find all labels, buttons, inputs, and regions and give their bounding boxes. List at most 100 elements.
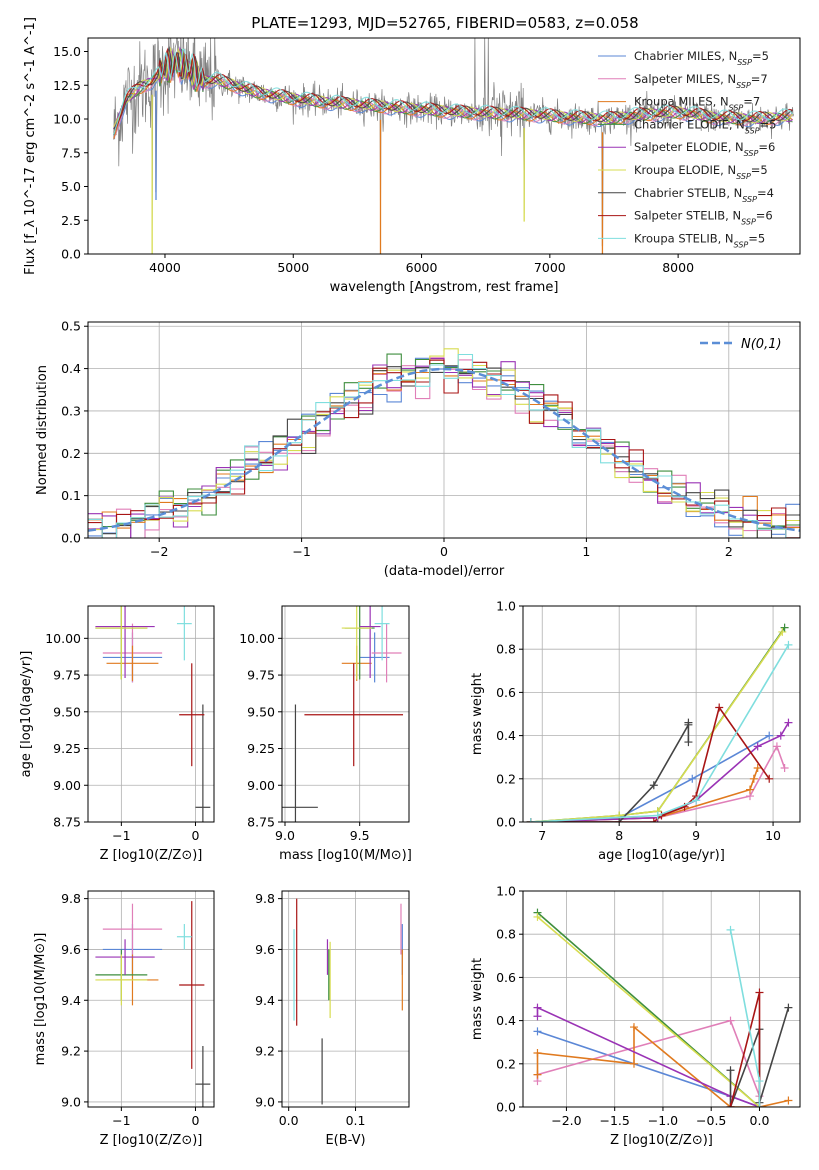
y-tick-label: 9.75 [247,668,275,683]
y-tick-label: 0.0 [496,1100,516,1115]
x-tick-label: −1.0 [648,1113,678,1128]
panel-spectrum: 4000 5000 6000 7000 8000 0.0 2.5 5.0 7.5 10.0 12.5… [23,17,801,295]
y-axis-label: age [log10(age/yr)] [19,651,34,778]
x-tick-label: 4000 [149,260,181,275]
model-spectrum-line [113,56,793,139]
massweight-point-marker [726,1066,735,1075]
y-tick-label: 9.2 [255,1044,275,1059]
legend-entry-label: Kroupa STELIB, NSSP=5 [634,231,765,249]
massweight-point-marker [726,1016,735,1025]
massweight-point-marker [745,785,754,794]
massweight-point-marker [692,796,701,805]
x-tick-label: −2.0 [551,1113,581,1128]
axes-frame [522,890,801,1108]
normal-distribution-curve [88,367,800,532]
y-tick-label: 10.0 [53,112,81,127]
massweight-point-marker [533,1012,542,1021]
axes-frame [522,605,801,823]
y-tick-label: 9.6 [61,942,81,957]
y-tick-label: 0.2 [496,1056,516,1071]
legend-subscript: SSP [745,126,760,135]
y-tick-label: 1.0 [496,599,516,614]
massweight-point-marker [684,718,693,727]
y-tick-label: 9.75 [53,668,81,683]
y-tick-label: 10.00 [45,631,81,646]
y-tick-label: 0.0 [61,247,81,262]
x-tick-label: 5000 [277,260,309,275]
massweight-point-marker [784,640,793,649]
x-tick-label: 0 [440,544,448,559]
x-tick-label: 9 [692,828,700,843]
massweight-series-line [530,722,790,822]
massweight-point-marker [684,738,693,747]
massweight-series-line [530,722,690,822]
massweight-point-marker [533,912,542,921]
massweight-series-line [530,631,783,822]
x-tick-label: −1 [292,544,310,559]
y-tick-label: 15.0 [53,44,81,59]
x-tick-label: 7 [538,828,546,843]
panel-age-vs-metallicity: −1 0 8.75 9.00 9.25 9.50 9.75 10.00 Z [log10(Z/Z… [19,605,215,863]
y-tick-label: 9.8 [61,891,81,906]
massweight-point-marker [715,703,724,712]
y-tick-label: 0.4 [61,361,81,376]
y-tick-label: 9.2 [61,1044,81,1059]
y-tick-label: 5.0 [61,179,81,194]
x-tick-label: −1 [112,828,130,843]
y-tick-label: 9.4 [255,993,275,1008]
x-axis-label: wavelength [Angstrom, rest frame] [330,280,559,295]
massweight-series-line [536,1006,760,1107]
legend-entry-label: Kroupa ELODIE, NSSP=5 [634,163,768,181]
x-tick-label: −2 [150,544,168,559]
model-spectrum-line [113,48,793,135]
y-tick-label: 0.8 [496,642,516,657]
legend-count: =5 [760,117,777,131]
x-tick-label: 2 [725,544,733,559]
legend-count: =5 [752,49,769,63]
y-tick-label: 9.6 [255,942,275,957]
x-tick-label: 6000 [406,260,438,275]
y-tick-label: 9.8 [255,891,275,906]
massweight-point-marker [688,774,697,783]
legend-entry-label: Chabrier STELIB, NSSP=4 [634,186,774,204]
y-tick-label: 0.5 [61,319,81,334]
plot-area [113,38,794,254]
legend-entry-label: Salpeter MILES, NSSP=7 [634,72,768,90]
y-axis-label: mass weight [470,673,485,755]
x-tick-label: −1 [112,1113,130,1128]
massweight-point-marker [753,742,762,751]
massweight-point-marker [753,764,762,772]
plot-area [526,623,793,822]
massweight-point-marker [784,718,793,727]
figure-title: PLATE=1293, MJD=52765, FIBERID=0583, z=0… [251,14,638,32]
x-axis-label: age [log10(age/yr)] [598,848,725,863]
y-tick-label: 0.0 [496,815,516,830]
panel-massweight-vs-age: 7 8 9 10 0.0 0.2 0.4 0.6 0.8 1.0 age [log10(age/yr… [470,599,801,863]
massweight-point-marker [765,731,774,740]
plot-area [282,606,404,822]
x-tick-label: −1.5 [600,1113,630,1128]
massweight-point-marker [755,1103,764,1107]
massweight-point-marker [755,988,764,997]
massweight-point-marker [533,1049,542,1057]
residual-histogram-series [88,348,800,538]
legend-count: =6 [756,209,773,223]
legend-count: =6 [758,140,775,154]
x-axis-label: Z [log10(Z/Z⊙)] [100,1133,203,1148]
y-tick-label: 7.5 [61,145,81,160]
y-tick-label: 0.3 [61,403,81,418]
massweight-point-marker [755,1077,764,1086]
massweight-point-marker [772,742,781,751]
legend-subscript: SSP [736,80,751,89]
y-axis-label: Normed distribution [35,365,50,495]
legend-entry-label: N(0,1) [741,337,782,352]
massweight-series-line [530,644,790,822]
x-axis-label: mass [log10(M/M⊙)] [279,848,412,863]
y-tick-label: 0.2 [61,446,81,461]
y-tick-label: 10.00 [239,631,275,646]
legend-count: =4 [757,186,774,200]
massweight-point-marker [615,818,624,822]
x-tick-label: 8 [615,828,623,843]
y-tick-label: 0.6 [496,970,516,985]
